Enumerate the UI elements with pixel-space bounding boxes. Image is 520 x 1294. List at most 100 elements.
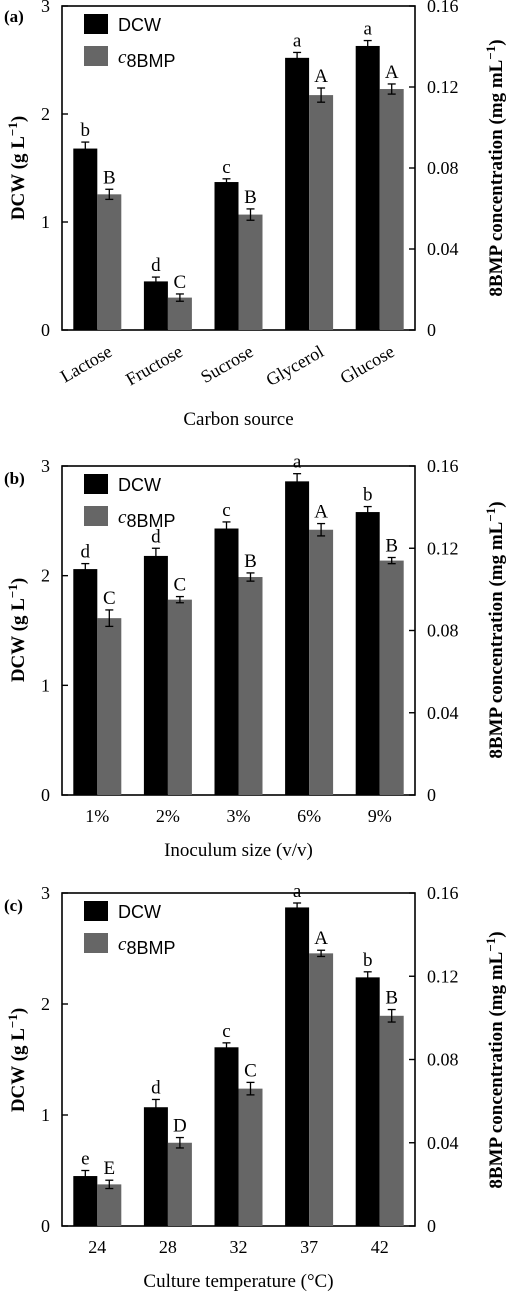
- y2-tick-label: 0: [427, 320, 436, 340]
- bar-dcw: [143, 281, 168, 330]
- significance-letter-c8: C: [174, 272, 187, 293]
- bar-dcw: [355, 512, 380, 795]
- legend-label-c8-italic: c: [118, 507, 127, 528]
- y-tick-label: 3: [41, 883, 50, 903]
- y-axis-label-sup: −1: [5, 584, 20, 598]
- significance-letter-dcw: c: [222, 1021, 230, 1042]
- bar-dcw: [214, 182, 239, 330]
- y-axis-label-sup: −1: [5, 122, 20, 136]
- significance-letter-dcw: b: [363, 485, 373, 506]
- significance-letter-c8: B: [244, 187, 257, 208]
- bar-c8: [309, 529, 334, 795]
- x-tick-label: 6%: [297, 806, 321, 826]
- legend-label-dcw: DCW: [118, 15, 161, 35]
- legend-label-c8-sub: 8BMP: [126, 51, 175, 71]
- x-axis-label: Carbon source: [183, 409, 293, 430]
- significance-letter-dcw: a: [293, 881, 302, 902]
- significance-letter-dcw: e: [81, 1149, 89, 1170]
- y2-tick-label: 0.16: [427, 0, 459, 16]
- y2-tick-label: 0: [427, 785, 436, 805]
- y-axis-label: DCW (g L−1): [5, 1008, 29, 1112]
- y-axis-label-text: DCW (g L: [8, 598, 29, 682]
- y2-axis-label-text: 8BMP concentration (mg mL: [486, 522, 507, 759]
- x-tick-label: 28: [159, 1237, 177, 1257]
- legend-label-dcw: DCW: [118, 475, 161, 495]
- y-tick-label: 1: [41, 1105, 50, 1125]
- x-tick-label: Lactose: [57, 341, 115, 386]
- significance-letter-c8: C: [244, 1060, 257, 1081]
- bar-c8: [309, 95, 334, 330]
- x-axis-label: Culture temperature (°C): [143, 1271, 333, 1292]
- panel-label: (a): [4, 7, 24, 26]
- x-tick-label: 2%: [156, 806, 180, 826]
- significance-letter-dcw: b: [81, 120, 91, 141]
- y2-axis-label-sup: −1: [483, 938, 498, 952]
- bar-c8: [309, 953, 334, 1226]
- significance-letter-c8: A: [385, 62, 399, 83]
- bar-c8: [379, 560, 404, 795]
- y2-tick-label: 0.16: [427, 883, 459, 903]
- bar-c8: [238, 577, 263, 795]
- significance-letter-c8: A: [314, 66, 328, 87]
- significance-letter-c8: A: [314, 502, 328, 523]
- bar-c8: [238, 1088, 263, 1226]
- significance-letter-dcw: d: [151, 255, 161, 276]
- bar-c8: [379, 1015, 404, 1226]
- y-tick-label: 0: [41, 320, 50, 340]
- legend-swatch-dcw: [84, 14, 108, 34]
- y-tick-label: 2: [41, 104, 50, 124]
- panel-label: (b): [4, 469, 25, 488]
- bar-dcw: [73, 569, 98, 795]
- legend-swatch-dcw: [84, 901, 108, 921]
- y-axis-label-close: ): [8, 1008, 29, 1014]
- y2-axis-label-close: ): [486, 39, 507, 45]
- bar-dcw: [355, 977, 380, 1226]
- legend-label-c8: c8BMP: [118, 507, 175, 531]
- x-tick-label: 37: [300, 1237, 318, 1257]
- y2-tick-label: 0.08: [427, 158, 459, 178]
- y2-tick-label: 0.04: [427, 1133, 459, 1153]
- bar-c8: [238, 214, 263, 330]
- significance-letter-c8: C: [103, 588, 116, 609]
- bar-dcw: [214, 1047, 239, 1226]
- y-axis-label: DCW (g L−1): [5, 116, 29, 220]
- y2-axis-label-close: ): [486, 931, 507, 937]
- significance-letter-dcw: c: [222, 500, 230, 521]
- y2-tick-label: 0.08: [427, 1050, 459, 1070]
- bar-dcw: [285, 907, 310, 1226]
- legend-label-c8-italic: c: [118, 47, 127, 68]
- bar-dcw: [73, 148, 98, 330]
- significance-letter-c8: B: [103, 167, 116, 188]
- significance-letter-c8: A: [314, 928, 328, 949]
- bar-dcw: [285, 57, 310, 331]
- y2-tick-label: 0.12: [427, 77, 459, 97]
- y2-axis-label-text: 8BMP concentration (mg mL: [486, 60, 507, 297]
- x-axis-label: Inoculum size (v/v): [164, 840, 313, 861]
- significance-letter-c8: B: [385, 536, 398, 557]
- panel-label: (c): [4, 896, 23, 915]
- x-tick-label: Glycerol: [263, 341, 328, 390]
- y2-tick-label: 0.16: [427, 456, 459, 476]
- significance-letter-dcw: d: [81, 542, 91, 563]
- y2-tick-label: 0.04: [427, 703, 459, 723]
- bar-dcw: [143, 555, 168, 795]
- y2-axis-label-close: ): [486, 501, 507, 507]
- y2-tick-label: 0.12: [427, 538, 459, 558]
- significance-letter-c8: E: [103, 1158, 115, 1179]
- legend-label-c8: c8BMP: [118, 934, 175, 958]
- y2-axis-label: 8BMP concentration (mg mL−1): [483, 931, 507, 1188]
- y-axis-label-sup: −1: [5, 1014, 20, 1028]
- significance-letter-dcw: b: [363, 950, 373, 971]
- significance-letter-dcw: d: [151, 526, 161, 547]
- x-tick-label: 32: [230, 1237, 248, 1257]
- bar-c8: [167, 599, 192, 795]
- y2-axis-label-sup: −1: [483, 46, 498, 60]
- y2-axis-label-sup: −1: [483, 508, 498, 522]
- bar-dcw: [214, 528, 239, 795]
- legend-swatch-c8: [84, 46, 108, 66]
- y-tick-label: 3: [41, 456, 50, 476]
